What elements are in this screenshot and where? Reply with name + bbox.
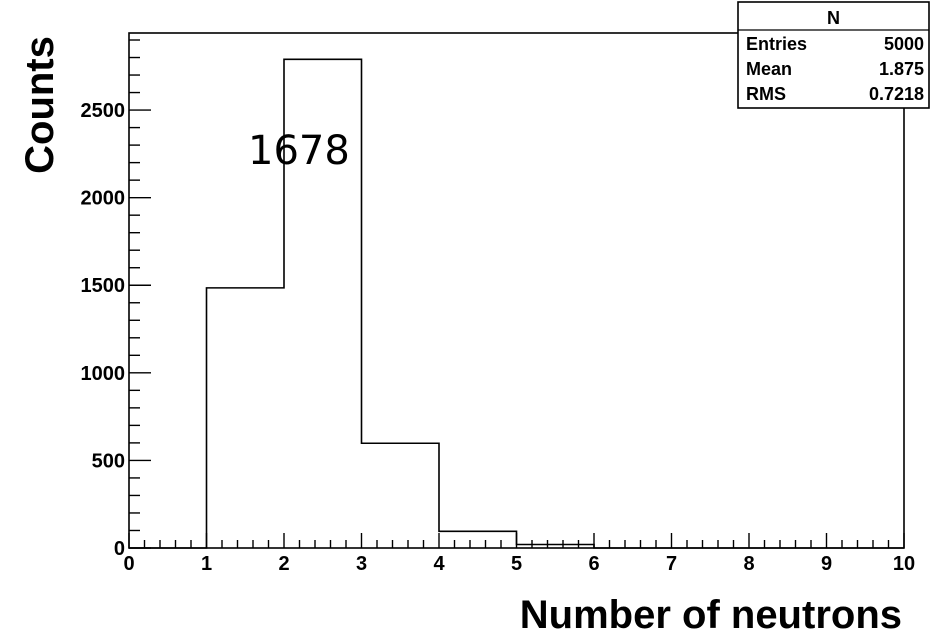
stats-entries-value: 5000	[884, 34, 924, 54]
stats-entries-label: Entries	[746, 34, 807, 54]
x-tick-label: 0	[123, 553, 134, 575]
stats-rms-value: 0.7218	[869, 84, 924, 104]
stats-mean-label: Mean	[746, 59, 792, 79]
bin-annotation: 1678	[248, 128, 350, 174]
x-tick-label: 2	[278, 553, 289, 575]
y-tick-label: 1000	[81, 363, 126, 385]
stats-box-title: N	[827, 8, 840, 28]
plot-frame	[128, 32, 905, 549]
x-tick-label: 9	[821, 553, 832, 575]
axis-ticks	[128, 39, 905, 549]
y-axis-title: Counts	[18, 36, 62, 174]
x-tick-label: 4	[433, 553, 445, 575]
x-tick-label: 6	[588, 553, 599, 575]
x-tick-label: 10	[893, 553, 915, 575]
x-axis-title: Number of neutrons	[520, 593, 902, 632]
y-tick-label: 0	[114, 538, 125, 560]
y-tick-label: 2500	[81, 100, 126, 122]
stats-mean-value: 1.875	[879, 59, 924, 79]
x-tick-label: 7	[666, 553, 677, 575]
y-tick-label: 2000	[81, 188, 126, 210]
y-tick-label: 1500	[81, 275, 126, 297]
tick-labels: 0 1 2 3 4 5 6 7 8 9 10 0 500 1000 1500 2000 2500	[81, 100, 916, 575]
x-tick-label: 5	[511, 553, 522, 575]
y-tick-label: 500	[92, 450, 125, 472]
stats-rms-label: RMS	[746, 84, 786, 104]
x-tick-label: 8	[743, 553, 754, 575]
x-tick-label: 3	[356, 553, 367, 575]
stats-box-frame	[737, 1, 930, 109]
histogram-outline	[129, 58, 904, 549]
x-tick-label: 1	[201, 553, 212, 575]
stats-box: N Entries 5000 Mean 1.875 RMS 0.7218	[737, 1, 930, 109]
